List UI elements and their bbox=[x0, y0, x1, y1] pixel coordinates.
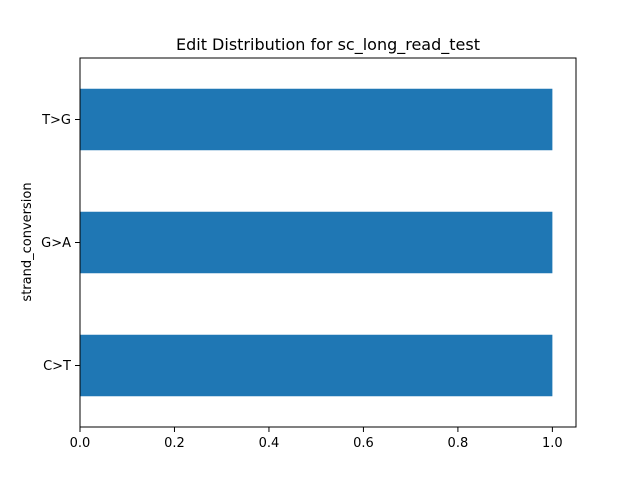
y-tick-label-2: T>G bbox=[41, 113, 71, 128]
x-tick-label-2: 0.4 bbox=[259, 436, 280, 451]
bars-group bbox=[80, 88, 553, 397]
bar-2 bbox=[80, 88, 553, 151]
y-tick-label-0: C>T bbox=[43, 359, 71, 374]
x-axis-ticks: 0.0 0.2 0.4 0.6 0.8 1.0 bbox=[70, 427, 563, 451]
x-tick-label-5: 1.0 bbox=[542, 436, 563, 451]
x-tick-label-4: 0.8 bbox=[448, 436, 469, 451]
plot-frame bbox=[79, 57, 577, 428]
bar-1 bbox=[80, 211, 553, 274]
x-tick-label-3: 0.6 bbox=[353, 436, 374, 451]
y-axis-label: strand_conversion bbox=[20, 182, 35, 301]
x-tick-label-1: 0.2 bbox=[164, 436, 185, 451]
chart-title: Edit Distribution for sc_long_read_test bbox=[176, 35, 480, 55]
x-tick-label-0: 0.0 bbox=[70, 436, 91, 451]
y-tick-label-1: G>A bbox=[41, 236, 71, 251]
y-axis-ticks: C>T G>A T>G bbox=[41, 113, 80, 374]
bar-0 bbox=[80, 334, 553, 397]
